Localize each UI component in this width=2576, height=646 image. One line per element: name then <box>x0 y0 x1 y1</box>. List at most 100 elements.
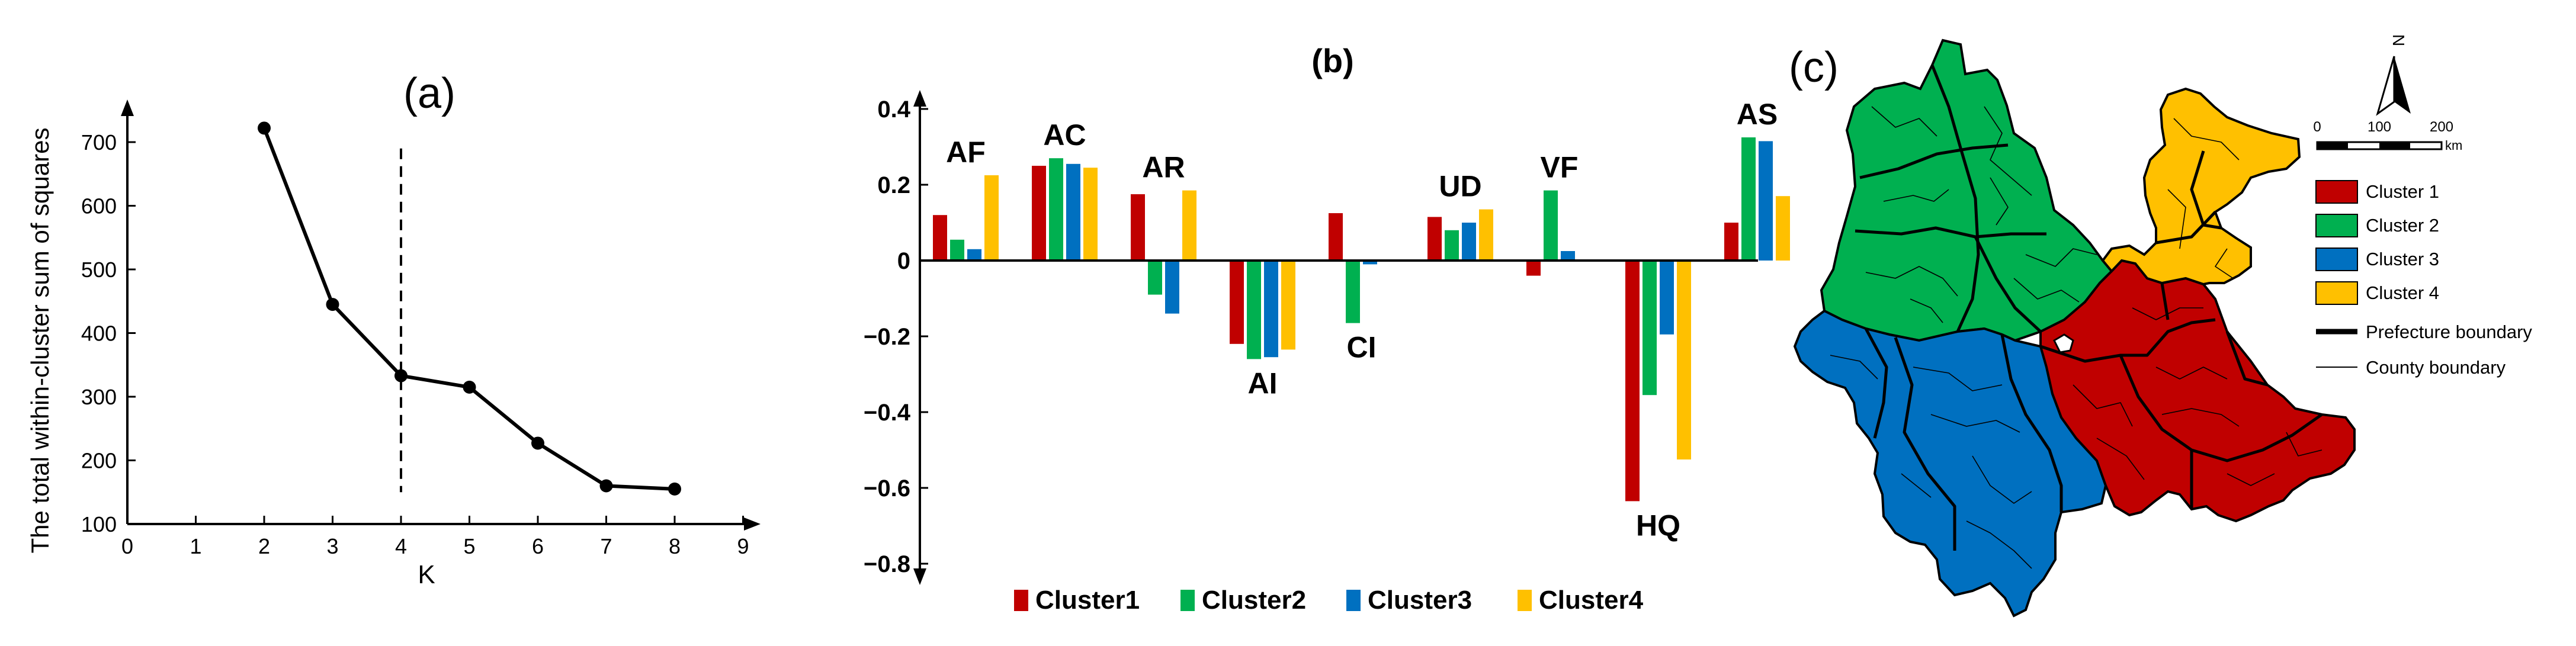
elbow-y-tick-label: 200 <box>81 449 117 473</box>
bar-AC-Cluster3 <box>1066 163 1080 261</box>
elbow-x-tick-label: 8 <box>669 534 681 558</box>
legend-label-Cluster4: Cluster4 <box>1539 586 1644 615</box>
elbow-point <box>326 298 339 311</box>
bar-UD-Cluster1 <box>1427 217 1442 261</box>
legend-label-Cluster1: Cluster1 <box>1035 586 1140 615</box>
bar-y-arrow-bottom <box>913 568 926 585</box>
map-prefecture-boundaries <box>1855 65 2323 551</box>
bar-chart-category-labels: AF AC AR AI CI UD VF HQ AS <box>946 98 1778 542</box>
elbow-y-tick-label: 500 <box>81 258 117 282</box>
bar-UD-Cluster2 <box>1445 230 1459 261</box>
elbow-x-tick-label: 6 <box>532 534 544 558</box>
panel-a-label: (a) <box>403 70 455 117</box>
north-arrow: N <box>2376 34 2411 116</box>
map-legend-swatch-4 <box>2315 281 2358 305</box>
bar-VF-Cluster2 <box>1544 190 1558 261</box>
legend-label-Cluster2: Cluster2 <box>1202 586 1306 615</box>
elbow-axes <box>121 99 761 531</box>
elbow-point <box>668 482 681 496</box>
elbow-series-line <box>262 127 675 491</box>
bar-CI-Cluster2 <box>1346 261 1360 323</box>
category-label-AC: AC <box>1043 118 1086 152</box>
bar-AI-Cluster2 <box>1247 261 1261 359</box>
map-county-boundaries <box>1830 106 2322 569</box>
category-label-AI: AI <box>1248 367 1278 400</box>
map-legend-label-1: Cluster 1 <box>2366 181 2439 202</box>
elbow-x-tick-label: 7 <box>600 534 612 558</box>
bar-UD-Cluster3 <box>1462 223 1476 261</box>
map-legend-label-county: County boundary <box>2366 357 2506 378</box>
elbow-x-tick-label: 0 <box>121 534 133 558</box>
bar-chart-axes <box>913 90 1758 585</box>
elbow-y-arrow <box>121 99 134 116</box>
bar-CI-Cluster3 <box>1363 261 1377 265</box>
category-label-CI: CI <box>1347 331 1377 364</box>
bar-AI-Cluster1 <box>1230 261 1244 344</box>
elbow-x-tick-label: 9 <box>737 534 749 558</box>
elbow-y-tick-label: 300 <box>81 385 117 409</box>
elbow-y-axis-label: The total within-cluster sum of squares <box>26 128 54 554</box>
category-label-VF: VF <box>1541 151 1579 184</box>
elbow-point <box>394 369 408 383</box>
map-region-cluster-4 <box>2101 87 2301 286</box>
bar-HQ-Cluster4 <box>1677 261 1691 459</box>
elbow-y-tick-label: 700 <box>81 130 117 155</box>
map-legend: Cluster 1 Cluster 2 Cluster 3 Cluster 4 … <box>2315 180 2532 378</box>
bar-HQ-Cluster2 <box>1643 261 1657 396</box>
bar-AR-Cluster2 <box>1148 261 1162 295</box>
map-panel-label: (c) <box>1789 44 1839 91</box>
bar-AF-Cluster4 <box>984 175 999 261</box>
bar-VF-Cluster1 <box>1526 261 1541 276</box>
bar-AS-Cluster4 <box>1776 196 1790 261</box>
bar-AS-Cluster3 <box>1759 141 1773 261</box>
elbow-x-tick-label: 5 <box>463 534 475 558</box>
legend-swatch-Cluster3 <box>1346 590 1361 611</box>
bar-AC-Cluster2 <box>1049 158 1063 261</box>
bar-chart-bars <box>933 137 1790 502</box>
bar-AF-Cluster2 <box>950 239 964 261</box>
scale-tick-0: 0 <box>2313 119 2321 135</box>
bar-y-tick-label: 0 <box>897 248 910 274</box>
bar-CI-Cluster1 <box>1329 213 1343 261</box>
cluster-bar-chart: (b) 0.4 0.2 0 −0.2 −0.4 −0.6 −0.8 AF AC AR AI CI UD… <box>864 42 1790 615</box>
elbow-x-tick-label: 4 <box>395 534 407 558</box>
north-arrow-label: N <box>2389 34 2408 46</box>
map-region-cluster-3 <box>1793 309 2107 618</box>
bar-AC-Cluster4 <box>1083 168 1098 261</box>
category-label-AR: AR <box>1142 151 1185 184</box>
elbow-chart: (a) 0 1 2 3 4 5 6 7 8 9 100 200 300 400 500 600 700 K Th… <box>26 70 761 589</box>
elbow-point <box>463 380 476 394</box>
bar-AR-Cluster3 <box>1165 261 1179 314</box>
elbow-y-tick-label: 100 <box>81 512 117 536</box>
map-urban-hole <box>2053 333 2074 353</box>
elbow-y-tick-label: 400 <box>81 322 117 346</box>
elbow-x-arrow <box>744 518 761 531</box>
legend-swatch-Cluster1 <box>1014 590 1028 611</box>
bar-AR-Cluster1 <box>1131 194 1145 261</box>
bar-y-tick-label: −0.4 <box>864 400 911 426</box>
bar-AC-Cluster1 <box>1032 166 1046 261</box>
scale-unit: km <box>2445 138 2462 153</box>
bar-AI-Cluster3 <box>1264 261 1278 358</box>
bar-y-tick-label: −0.2 <box>864 324 910 350</box>
cluster-map: (c) <box>1789 34 2532 618</box>
bar-chart-legend: Cluster1 Cluster2 Cluster3 Cluster4 <box>1014 586 1644 615</box>
scale-tick-100: 100 <box>2368 119 2391 135</box>
bar-AI-Cluster4 <box>1281 261 1295 350</box>
bar-y-tick-label: −0.6 <box>864 475 910 502</box>
map-region-cluster-2 <box>1820 38 2113 342</box>
elbow-y-tick-label: 600 <box>81 194 117 218</box>
elbow-point <box>531 436 544 450</box>
elbow-x-tick-label: 3 <box>326 534 338 558</box>
bar-y-tick-label: 0.2 <box>877 172 910 198</box>
legend-swatch-Cluster2 <box>1180 590 1195 611</box>
elbow-point <box>258 121 271 135</box>
bar-VF-Cluster3 <box>1561 251 1575 261</box>
scale-bar: 0 100 200 km <box>2313 119 2462 153</box>
map-legend-swatch-2 <box>2315 214 2358 237</box>
elbow-x-axis-label: K <box>418 560 435 589</box>
bar-AS-Cluster1 <box>1724 223 1738 261</box>
bar-AF-Cluster1 <box>933 215 947 261</box>
map-legend-label-2: Cluster 2 <box>2366 215 2439 236</box>
